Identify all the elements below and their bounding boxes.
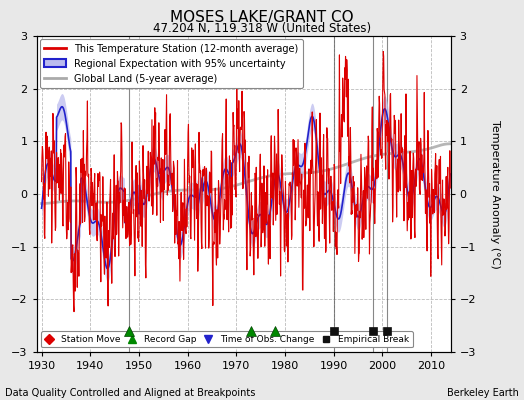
Text: Berkeley Earth: Berkeley Earth: [447, 388, 519, 398]
Text: Data Quality Controlled and Aligned at Breakpoints: Data Quality Controlled and Aligned at B…: [5, 388, 256, 398]
Legend: Station Move, Record Gap, Time of Obs. Change, Empirical Break: Station Move, Record Gap, Time of Obs. C…: [41, 331, 412, 348]
Text: 47.204 N, 119.318 W (United States): 47.204 N, 119.318 W (United States): [153, 22, 371, 35]
Text: MOSES LAKE/GRANT CO: MOSES LAKE/GRANT CO: [170, 10, 354, 25]
Y-axis label: Temperature Anomaly (°C): Temperature Anomaly (°C): [490, 120, 500, 268]
